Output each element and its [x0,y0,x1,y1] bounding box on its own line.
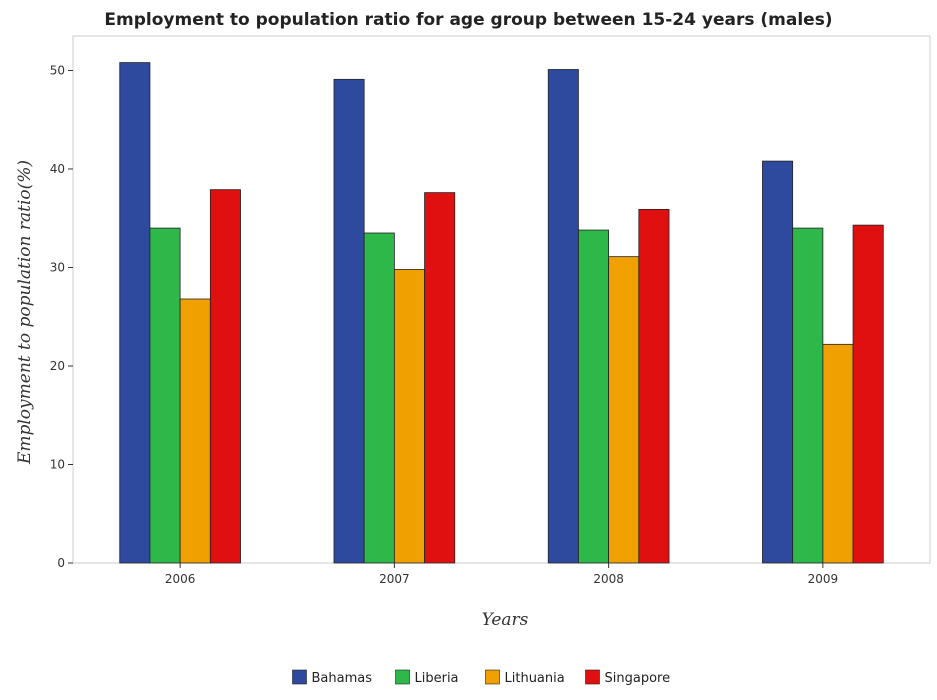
bar-lithuania-2009 [822,343,854,564]
y-axis-label: Employment to population ratio(%) [15,160,35,465]
y-tick-label: 10 [50,457,65,471]
bar-singapore-2007 [424,192,456,564]
legend-swatch-liberia [395,669,410,685]
bar-bahamas-2009 [762,160,794,564]
y-tick-label: 30 [50,260,65,274]
bar-liberia-2006 [149,227,181,564]
legend-swatch-lithuania [485,669,500,685]
legend-label-singapore: Singapore [605,671,671,686]
bar-bahamas-2008 [547,69,579,564]
chart-title: Employment to population ratio for age g… [104,10,832,30]
bar-singapore-2009 [852,224,884,564]
legend-swatch-bahamas [292,669,307,685]
legend-label-liberia: Liberia [415,671,459,686]
bar-bahamas-2006 [119,62,151,564]
plot-area: 0 10 20 30 40 50 2006 2007 2008 2009 [50,35,931,586]
bar-singapore-2008 [638,208,670,564]
x-tick-label: 2007 [379,572,410,586]
bar-lithuania-2008 [608,256,640,564]
y-tick-label: 50 [50,63,65,77]
x-tick-label: 2009 [808,572,839,586]
legend-label-bahamas: Bahamas [312,671,373,686]
bar-lithuania-2007 [393,269,425,564]
bar-bahamas-2007 [333,78,365,564]
bar-singapore-2006 [209,189,241,564]
bar-liberia-2008 [578,229,610,564]
legend: Bahamas Liberia Lithuania Singapore [292,669,671,686]
y-tick-label: 20 [50,359,65,373]
x-tick-label: 2006 [165,572,196,586]
x-axis-label: Years [482,610,529,630]
y-tick-label: 0 [57,556,65,570]
y-tick-label: 40 [50,162,65,176]
legend-swatch-singapore [585,669,600,685]
bar-liberia-2009 [792,227,824,564]
legend-label-lithuania: Lithuania [505,671,565,686]
plot-frame [72,35,931,564]
bar-liberia-2007 [363,232,395,564]
bar-lithuania-2006 [179,298,211,564]
x-tick-label: 2008 [593,572,624,586]
